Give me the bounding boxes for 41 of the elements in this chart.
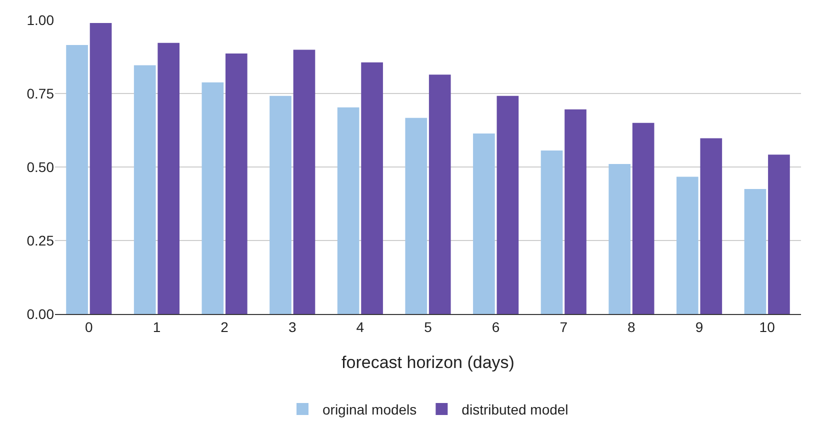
x-tick-label: 8	[628, 318, 636, 335]
x-tick-label: 5	[424, 318, 432, 335]
bar	[293, 50, 316, 314]
x-tick-label: 3	[288, 318, 296, 335]
y-tick-label: 0.75	[26, 85, 54, 102]
bar	[496, 96, 519, 314]
x-tick-label: 0	[85, 318, 94, 335]
y-tick-label: 1.00	[26, 12, 54, 28]
bar	[225, 54, 248, 314]
bar	[676, 176, 698, 314]
bar	[744, 189, 766, 314]
bar	[66, 44, 88, 314]
bar	[361, 62, 383, 314]
x-tick-label: 2	[220, 318, 229, 335]
bar	[564, 109, 586, 314]
bar	[405, 118, 428, 314]
bar	[270, 96, 292, 314]
bar	[158, 42, 180, 314]
bar	[90, 22, 112, 314]
x-tick-label: 1	[152, 318, 161, 335]
x-tick-label: 7	[560, 318, 568, 335]
bar	[337, 107, 360, 314]
x-tick-label: 9	[695, 318, 704, 335]
bar	[134, 65, 156, 314]
legend-label: original models	[322, 401, 417, 418]
y-tick-label: 0.00	[26, 306, 54, 322]
bar	[700, 138, 722, 314]
bar	[632, 122, 654, 314]
bar	[540, 150, 563, 314]
x-axis-title: forecast horizon (days)	[342, 353, 514, 372]
x-tick-label: 4	[356, 318, 364, 335]
x-tick-label: 6	[492, 318, 500, 335]
bar	[608, 164, 631, 314]
x-tick-label: 10	[759, 318, 776, 335]
y-tick-label: 0.25	[26, 232, 54, 248]
bar	[473, 133, 495, 314]
bar	[768, 154, 790, 314]
legend-label: distributed model	[462, 401, 568, 418]
bar	[428, 74, 451, 314]
bar	[202, 82, 224, 314]
y-tick-label: 0.50	[26, 158, 54, 175]
